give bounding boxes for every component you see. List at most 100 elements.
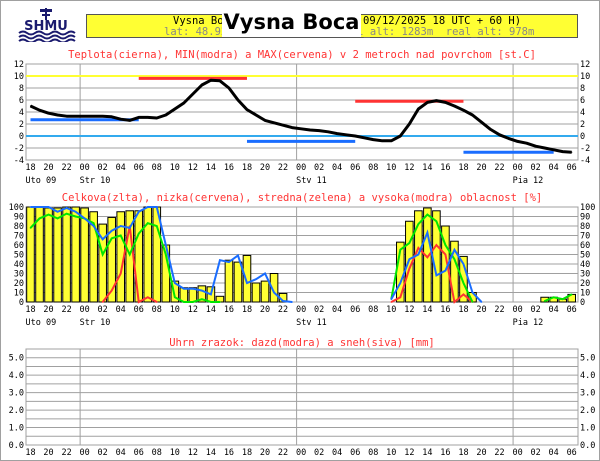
temperature-point [489,128,492,130]
x-tick-label: 00 [79,448,89,458]
high-cloud-point [38,206,41,208]
high-cloud-point [110,229,113,232]
x-tick-label: 00 [512,448,522,458]
temperature-point [372,139,374,141]
x-tick-label: 14 [206,163,216,173]
high-cloud-point [128,227,131,229]
temperature-point [65,115,68,117]
total-cloud-bar [233,261,243,303]
high-cloud-point [183,287,185,290]
high-cloud-point [219,259,221,262]
high-cloud-point [101,238,104,241]
x-tick-label: 04 [549,163,559,173]
temperature-point [381,140,383,142]
high-cloud-point [174,282,176,284]
total-cloud-bar [269,273,279,303]
temperature-point [336,133,338,135]
high-cloud-point [480,301,483,303]
mid-cloud-point [101,253,104,256]
x-tick-label: 18 [458,448,468,458]
y-tick-label-right: 50 [580,251,590,261]
low-cloud-point [110,289,113,292]
temperature-point [417,108,419,110]
low-cloud-point [462,293,465,296]
temperature-point [129,119,131,121]
temperature-point [408,123,410,125]
x-tick-label: 22 [61,448,71,458]
temperature-point [453,105,456,107]
y-tick-label-right: 10 [580,289,590,299]
station-title: Vysna Boca [222,8,361,37]
x-tick-label: 16 [224,305,234,315]
x-tick-label: 04 [549,448,559,458]
temperature-point [345,134,347,136]
high-cloud-point [246,282,248,284]
day-label: Uto 09 [26,318,57,328]
day-label: Uto 09 [26,176,57,186]
temperature-point [553,149,555,151]
total-cloud-bar [80,207,89,303]
x-tick-label: 02 [314,305,324,315]
x-tick-label: 20 [43,448,53,458]
x-tick-label: 02 [530,163,540,173]
temperature-point [84,115,86,117]
x-tick-label: 22 [61,163,71,173]
low-cloud-point [119,272,122,275]
high-cloud-point [155,206,158,208]
high-cloud-point [47,206,50,208]
x-tick-label: 22 [61,305,71,315]
x-tick-label: 02 [98,305,108,315]
mid-cloud-point [462,282,465,284]
mid-cloud-point [219,301,221,303]
logo-text: SHMU [24,19,68,34]
temperature-point [102,115,104,117]
x-tick-label: 10 [386,163,396,173]
day-label: Pia 12 [513,318,544,328]
x-tick-label: 00 [296,448,306,458]
total-cloud-bar [224,259,234,303]
y-tick-label-right: 2 [580,120,585,130]
y-tick-label-left: 100 [9,203,24,213]
y-tick-label-left: 20 [14,279,24,289]
x-tick-label: 00 [79,163,89,173]
x-tick-label: 08 [152,448,162,458]
mid-cloud-point [146,222,149,224]
y-tick-label-right: 4 [580,108,585,118]
temperature-point [228,87,230,89]
temperature-point [38,109,41,111]
x-tick-label: 20 [260,163,270,173]
mid-cloud-line [544,293,573,302]
y-tick-label-left: 4.0 [9,371,24,381]
x-tick-label: 18 [242,163,252,173]
y-tick-label-left: 4 [19,108,24,118]
plot-frame [25,63,579,161]
temperature-point [75,115,77,117]
x-tick-label: 18 [25,448,35,458]
y-tick-label-left: 80 [14,222,24,232]
x-tick-label: 22 [494,305,504,315]
x-tick-label: 20 [43,305,53,315]
total-cloud-bar [89,211,98,303]
temperature-point [219,80,221,82]
temperature-point [435,100,437,102]
mid-cloud-point [92,222,95,224]
x-tick-label: 18 [242,305,252,315]
y-tick-label-left: 0 [19,298,24,308]
x-tick-label: 18 [242,448,252,458]
temperature-point [156,117,158,119]
chart-title: Celkova(zlta), nizka(cervena), stredna(z… [62,192,542,204]
y-tick-label-right: 40 [580,260,590,270]
y-tick-label-left: 60 [14,241,24,251]
x-tick-label: 04 [549,305,559,315]
low-cloud-point [453,301,456,303]
x-tick-label: 04 [332,163,342,173]
high-cloud-point [282,300,284,302]
temperature-point [354,135,356,137]
y-tick-label-left: 3.0 [9,389,24,399]
high-cloud-point [119,225,122,227]
total-cloud-bar [71,206,80,303]
x-tick-label: 12 [404,305,414,315]
high-cloud-line [30,206,293,303]
x-tick-label: 08 [368,163,378,173]
y-tick-label-left: 12 [14,60,24,70]
